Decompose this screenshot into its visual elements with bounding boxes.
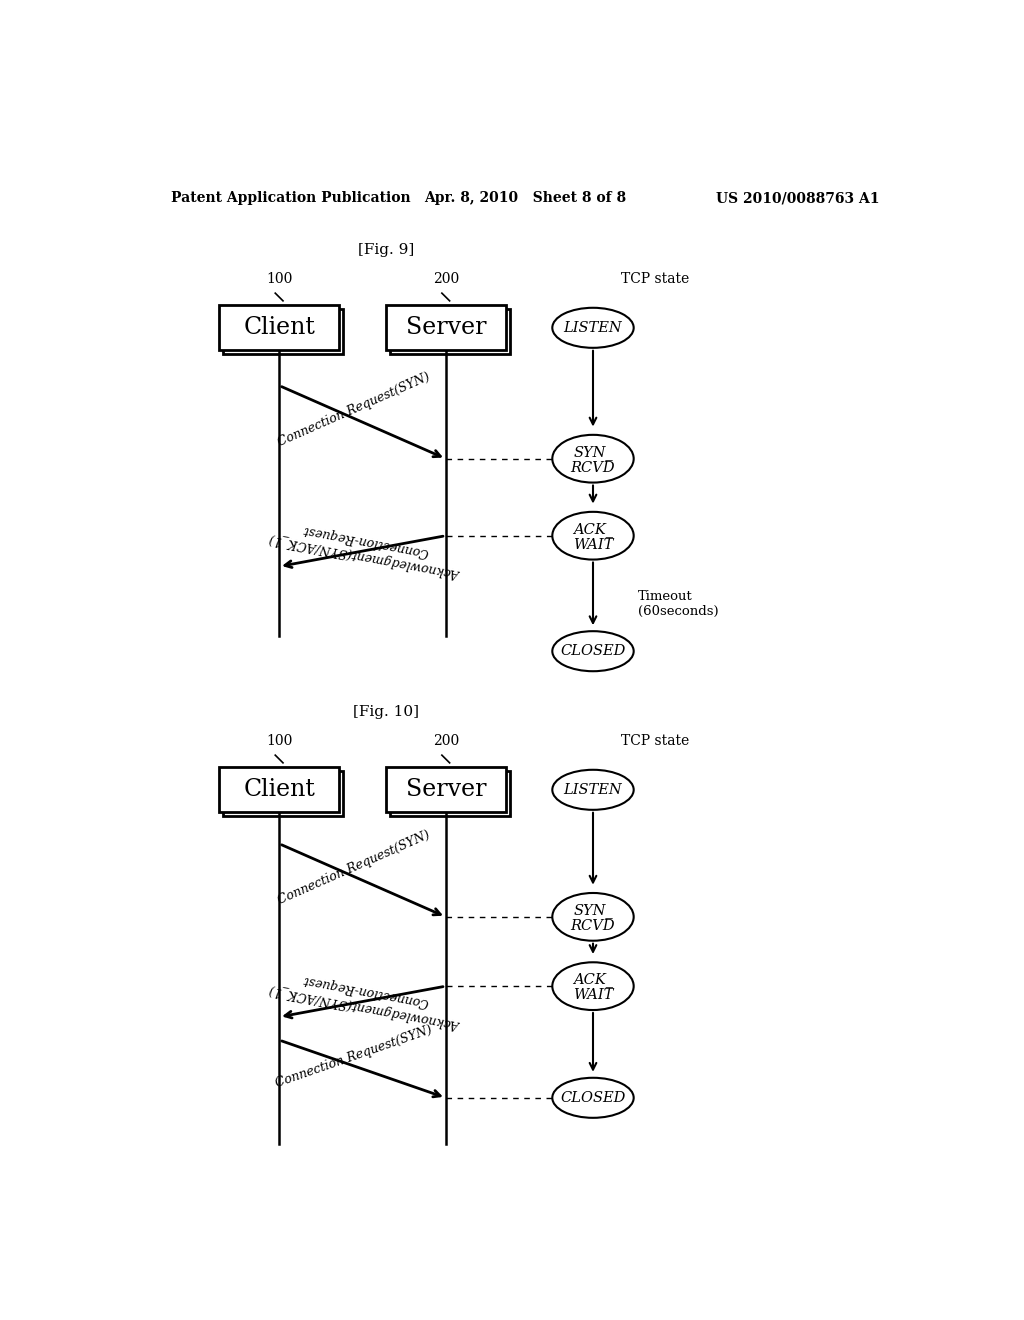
Text: ACK_: ACK_: [573, 523, 613, 537]
Text: Connection Request(SYN): Connection Request(SYN): [275, 371, 432, 449]
Text: 200: 200: [432, 272, 459, 286]
Text: Connection-Request: Connection-Request: [301, 523, 429, 558]
Text: Acknowledgment(SYN/ACK_1): Acknowledgment(SYN/ACK_1): [268, 982, 462, 1031]
Bar: [389, 309, 510, 354]
Bar: [386, 305, 506, 350]
Bar: [219, 305, 339, 350]
Ellipse shape: [552, 770, 634, 810]
Text: WAIT: WAIT: [572, 539, 613, 552]
Text: 200: 200: [432, 734, 459, 748]
Text: Client: Client: [243, 317, 315, 339]
Text: Server: Server: [406, 779, 486, 801]
Text: SYN_: SYN_: [573, 445, 613, 459]
Text: TCP state: TCP state: [621, 272, 689, 286]
Ellipse shape: [552, 434, 634, 483]
Text: Patent Application Publication: Patent Application Publication: [171, 191, 411, 206]
Bar: [223, 771, 343, 816]
Text: US 2010/0088763 A1: US 2010/0088763 A1: [716, 191, 880, 206]
Text: Client: Client: [243, 779, 315, 801]
Text: CLOSED: CLOSED: [560, 1090, 626, 1105]
Text: Connection Request(SYN): Connection Request(SYN): [275, 829, 432, 907]
Ellipse shape: [552, 1077, 634, 1118]
Ellipse shape: [552, 892, 634, 941]
Text: Connection-Request: Connection-Request: [301, 973, 429, 1008]
Text: [Fig. 9]: [Fig. 9]: [357, 243, 414, 257]
Ellipse shape: [552, 631, 634, 671]
Text: TCP state: TCP state: [621, 734, 689, 748]
Ellipse shape: [552, 512, 634, 560]
Text: Connection Request(SYN): Connection Request(SYN): [274, 1023, 434, 1090]
Text: ACK_: ACK_: [573, 973, 613, 987]
Text: LISTEN: LISTEN: [563, 783, 623, 797]
Text: WAIT: WAIT: [572, 989, 613, 1002]
Text: 100: 100: [266, 734, 292, 748]
Bar: [219, 767, 339, 812]
Ellipse shape: [552, 308, 634, 348]
Text: RCVD: RCVD: [570, 919, 615, 933]
Text: 100: 100: [266, 272, 292, 286]
Text: Apr. 8, 2010   Sheet 8 of 8: Apr. 8, 2010 Sheet 8 of 8: [424, 191, 626, 206]
Text: Acknowledgment(SYN/ACK_1): Acknowledgment(SYN/ACK_1): [268, 532, 462, 579]
Bar: [223, 309, 343, 354]
Bar: [389, 771, 510, 816]
Text: Timeout
(60seconds): Timeout (60seconds): [638, 590, 719, 618]
Text: LISTEN: LISTEN: [563, 321, 623, 335]
Text: [Fig. 10]: [Fig. 10]: [352, 705, 419, 719]
Ellipse shape: [552, 962, 634, 1010]
Bar: [386, 767, 506, 812]
Text: CLOSED: CLOSED: [560, 644, 626, 659]
Text: SYN_: SYN_: [573, 903, 613, 919]
Text: RCVD: RCVD: [570, 461, 615, 475]
Text: Server: Server: [406, 317, 486, 339]
